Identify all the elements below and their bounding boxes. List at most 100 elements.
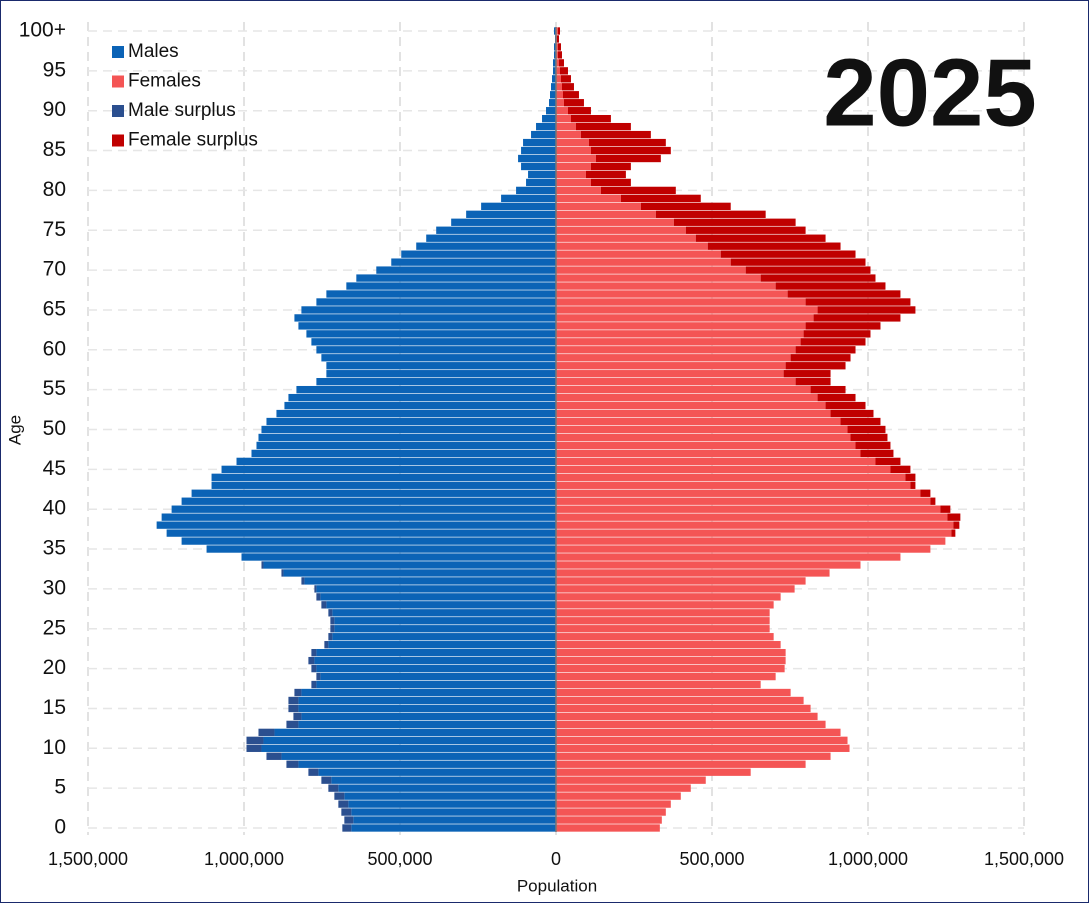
bar: [556, 59, 559, 67]
bar: [567, 107, 591, 115]
bar: [256, 441, 556, 450]
bar: [855, 441, 891, 450]
bar: [338, 784, 556, 792]
bar: [890, 465, 911, 474]
bar: [316, 672, 321, 681]
bar: [775, 282, 886, 290]
bar: [258, 433, 556, 442]
bar: [294, 688, 302, 697]
bar: [344, 792, 556, 800]
bar: [556, 51, 558, 59]
bar: [304, 577, 556, 585]
bar: [556, 401, 826, 410]
bar: [557, 51, 562, 59]
y-tick-label: 30: [43, 576, 66, 599]
bar: [554, 51, 556, 59]
bar: [556, 425, 848, 434]
bar: [326, 370, 556, 378]
bar: [316, 664, 556, 673]
y-tick-label: 15: [43, 696, 66, 719]
bar: [481, 202, 556, 211]
bar: [206, 545, 556, 553]
bar: [334, 617, 556, 625]
bar: [570, 115, 611, 123]
bar: [556, 473, 906, 481]
bar: [556, 720, 826, 729]
bar: [286, 760, 299, 768]
bar: [556, 266, 746, 274]
bar: [298, 322, 556, 330]
bar: [850, 433, 888, 442]
bar: [523, 138, 556, 147]
bar: [620, 194, 701, 203]
bar: [556, 633, 774, 641]
bar: [556, 465, 891, 474]
bar: [274, 728, 556, 737]
bar: [556, 250, 721, 258]
bar: [536, 122, 556, 131]
bar: [542, 115, 556, 123]
x-axis-label: Population: [517, 876, 597, 895]
bar: [556, 760, 806, 768]
bar: [556, 648, 786, 657]
bar: [585, 170, 626, 179]
bar: [556, 449, 861, 458]
bar: [276, 409, 556, 418]
bar: [556, 744, 850, 752]
bar: [526, 178, 556, 187]
bar: [556, 354, 791, 362]
bar: [556, 91, 563, 99]
bar: [556, 378, 796, 386]
bar: [556, 712, 818, 721]
legend-label: Females: [128, 71, 201, 92]
bar: [557, 27, 560, 35]
bar: [466, 210, 556, 218]
bar: [556, 146, 591, 155]
bar: [556, 138, 589, 147]
x-tick-label: 1,000,000: [204, 849, 284, 869]
bar: [324, 641, 329, 649]
bar: [556, 457, 876, 466]
bar: [266, 417, 556, 426]
bar: [191, 489, 557, 497]
bar: [559, 67, 568, 75]
bar: [318, 768, 556, 776]
y-tick-label: 80: [43, 178, 66, 201]
bar: [556, 776, 706, 784]
bar: [550, 91, 556, 99]
bar: [556, 43, 558, 51]
bar: [296, 385, 556, 394]
bar: [308, 768, 319, 776]
bar: [805, 322, 881, 330]
bar: [556, 656, 786, 665]
bar: [334, 625, 556, 633]
x-tick-label: 1,000,000: [828, 849, 908, 869]
bar: [556, 274, 761, 282]
y-tick-label: 60: [43, 337, 66, 360]
bar: [528, 170, 556, 179]
bar: [556, 417, 841, 426]
bar: [451, 218, 556, 226]
bar: [556, 481, 911, 489]
bar: [321, 354, 556, 362]
bar: [556, 35, 559, 43]
bar: [516, 186, 556, 195]
y-tick-label: 75: [43, 218, 66, 241]
bar: [910, 481, 916, 489]
legend-label: Males: [128, 41, 179, 62]
bar: [783, 370, 831, 378]
x-tick-label: 0: [551, 849, 561, 869]
bar: [316, 378, 556, 386]
bar: [556, 362, 786, 370]
bar: [356, 274, 556, 282]
bar: [426, 234, 556, 242]
bar: [353, 816, 556, 824]
bar: [556, 385, 811, 394]
bar: [795, 346, 856, 354]
bar: [294, 314, 556, 322]
bar: [342, 824, 352, 832]
bar: [298, 704, 556, 713]
bar: [813, 314, 901, 322]
bar: [556, 816, 662, 824]
